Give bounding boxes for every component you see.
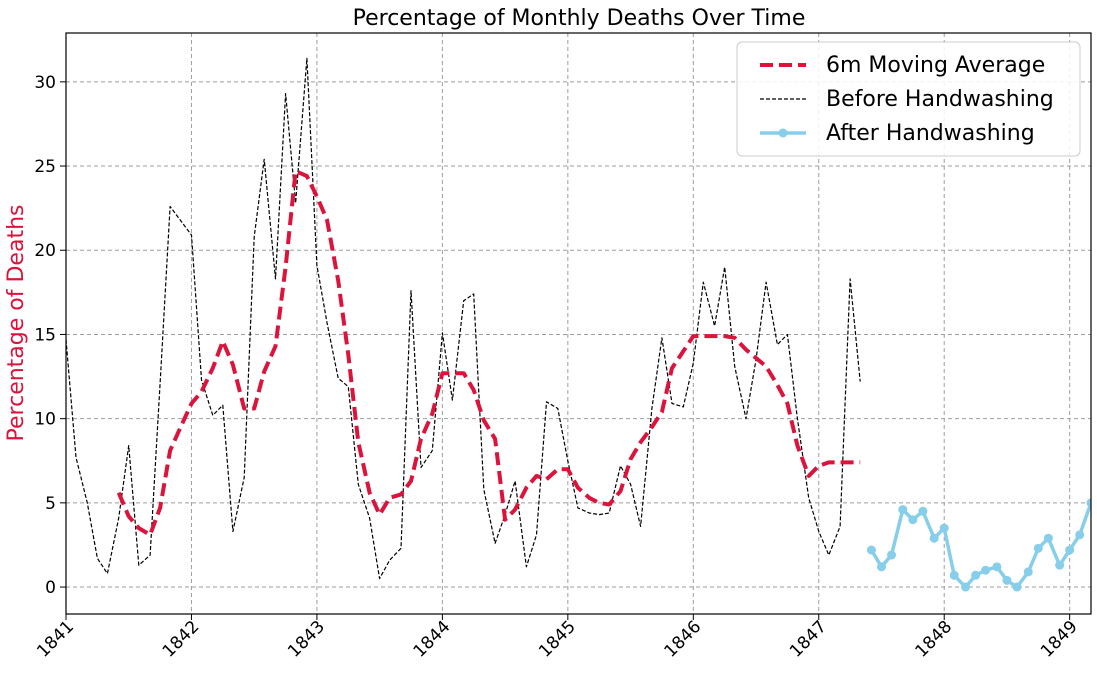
data-point-after-handwashing [898, 505, 908, 515]
data-point-after-handwashing [992, 562, 1002, 572]
y-tick-label: 20 [34, 241, 56, 261]
data-point-after-handwashing [939, 523, 949, 533]
data-point-after-handwashing [929, 533, 939, 543]
data-point-after-handwashing [1033, 543, 1043, 553]
legend-swatch-after-marker [778, 128, 788, 138]
data-point-after-handwashing [908, 515, 918, 525]
y-axis-label: Percentage of Deaths [4, 205, 29, 442]
legend-label-before: Before Handwashing [826, 87, 1054, 112]
legend-label-after: After Handwashing [826, 121, 1035, 146]
grid-lines [65, 33, 1091, 614]
y-tick-label: 0 [45, 578, 56, 598]
data-point-after-handwashing [887, 550, 897, 560]
data-point-after-handwashing [971, 570, 981, 580]
legend-label-moving-average: 6m Moving Average [826, 53, 1045, 78]
series-line-before-handwashing [66, 57, 861, 580]
data-point-after-handwashing [961, 582, 971, 592]
legend-box [736, 41, 1081, 157]
y-tick-label: 25 [34, 157, 56, 177]
legend: 6m Moving Average Before Handwashing Aft… [736, 41, 1081, 157]
data-point-after-handwashing [981, 565, 991, 575]
data-point-after-handwashing [949, 570, 959, 580]
y-tick-label: 30 [34, 73, 56, 93]
plot-frame [65, 32, 1092, 615]
y-tick-label: 15 [34, 325, 56, 345]
data-point-after-handwashing [918, 506, 928, 516]
series-line-after-handwashing [869, 502, 1091, 589]
data-point-after-handwashing [876, 562, 886, 572]
data-point-after-handwashing [1075, 530, 1085, 540]
data-point-after-handwashing [1065, 545, 1075, 555]
data-point-after-handwashing [1055, 560, 1065, 570]
data-point-after-handwashing [866, 545, 876, 555]
data-point-after-handwashing [1023, 567, 1033, 577]
chart-title: Percentage of Monthly Deaths Over Time [353, 6, 806, 31]
y-axis: 0 5 10 15 20 25 30 [34, 73, 66, 598]
y-tick-label: 5 [45, 494, 56, 514]
data-point-after-handwashing [1086, 498, 1091, 508]
data-point-after-handwashing [1043, 533, 1053, 543]
series-layer [66, 57, 1091, 592]
series-line-moving-average [116, 169, 861, 537]
data-point-after-handwashing [1012, 582, 1022, 592]
data-point-after-handwashing [1002, 575, 1012, 585]
y-tick-label: 10 [34, 410, 56, 430]
